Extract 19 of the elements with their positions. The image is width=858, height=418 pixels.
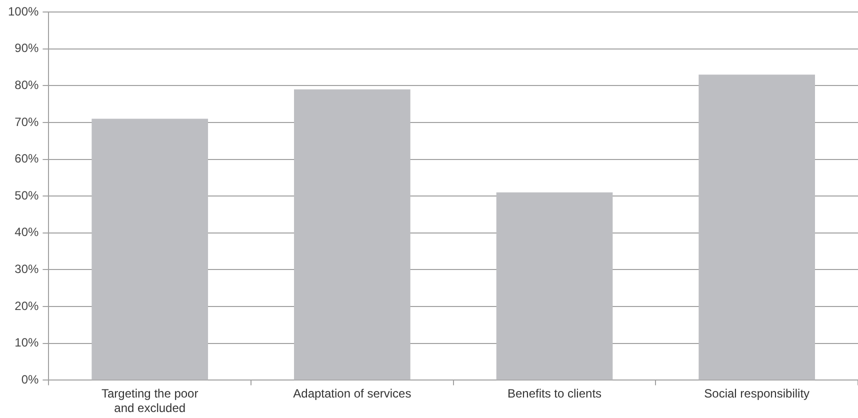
y-tick-label: 0% (21, 372, 40, 387)
bar (698, 74, 816, 380)
x-tick-label: Targeting the poor and excluded (101, 386, 198, 416)
bar (294, 89, 410, 380)
y-tick-label: 70% (14, 114, 40, 129)
y-tick-label: 80% (14, 78, 40, 92)
y-tick-label: 20% (14, 298, 40, 313)
y-tick-label: 40% (14, 225, 40, 240)
x-tick-label: Benefits to clients (507, 386, 602, 401)
y-tick-label: 30% (14, 262, 40, 276)
y-tick-label: 100% (8, 4, 40, 18)
y-tick-label: 50% (14, 188, 40, 202)
x-tick-label: Adaptation of services (293, 386, 412, 401)
y-tick-label: 60% (14, 152, 40, 166)
bar (496, 192, 613, 380)
y-tick-label: 90% (14, 41, 40, 56)
x-tick-label: Social responsibility (704, 386, 810, 401)
bar (92, 118, 208, 380)
y-tick-label: 10% (14, 336, 40, 350)
